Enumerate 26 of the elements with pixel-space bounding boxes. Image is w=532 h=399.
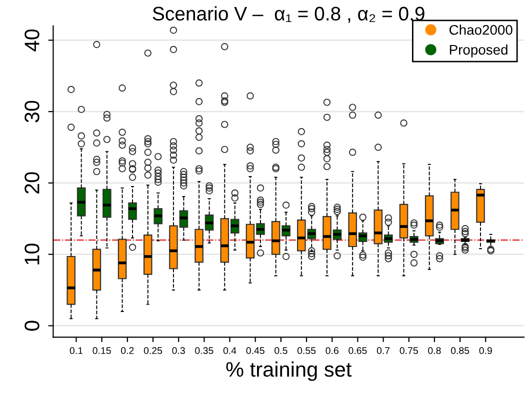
x-tick-label: 0.4 xyxy=(223,347,236,354)
x-tick-label: 0.85 xyxy=(450,347,470,354)
y-tick-label: 0 xyxy=(24,320,40,331)
x-tick-label: 0.7 xyxy=(376,347,390,354)
x-tick-label: 0.65 xyxy=(348,347,367,354)
legend-label: Chao2000 xyxy=(450,24,512,35)
chart-title: Scenario V – α₁ = 0.8 , α₂ = 0.9 xyxy=(152,6,424,23)
x-tick-label: 0.25 xyxy=(144,347,162,354)
x-tick-label: 0.9 xyxy=(479,347,492,354)
x-axis-title: % training set xyxy=(226,361,352,381)
x-tick-label: 0.8 xyxy=(428,347,441,354)
x-tick-label: 0.2 xyxy=(121,347,134,354)
y-tick-label: 20 xyxy=(24,172,40,194)
y-tick-label: 40 xyxy=(24,29,40,52)
x-tick-label: 0.55 xyxy=(297,347,316,354)
x-tick-label: 0.45 xyxy=(246,347,264,354)
x-tick-label: 0.35 xyxy=(195,347,214,354)
x-tick-label: 0.6 xyxy=(326,347,338,354)
x-tick-label: 0.5 xyxy=(274,347,288,354)
y-tick-label: 30 xyxy=(24,100,40,122)
y-tick-label: 10 xyxy=(24,244,40,264)
x-tick-label: 0.3 xyxy=(172,347,185,354)
legend-label: Proposed xyxy=(450,44,508,58)
x-tick-label: 0.75 xyxy=(400,347,418,354)
x-tick-label: 0.1 xyxy=(70,347,83,354)
x-tick-label: 0.15 xyxy=(92,347,111,354)
